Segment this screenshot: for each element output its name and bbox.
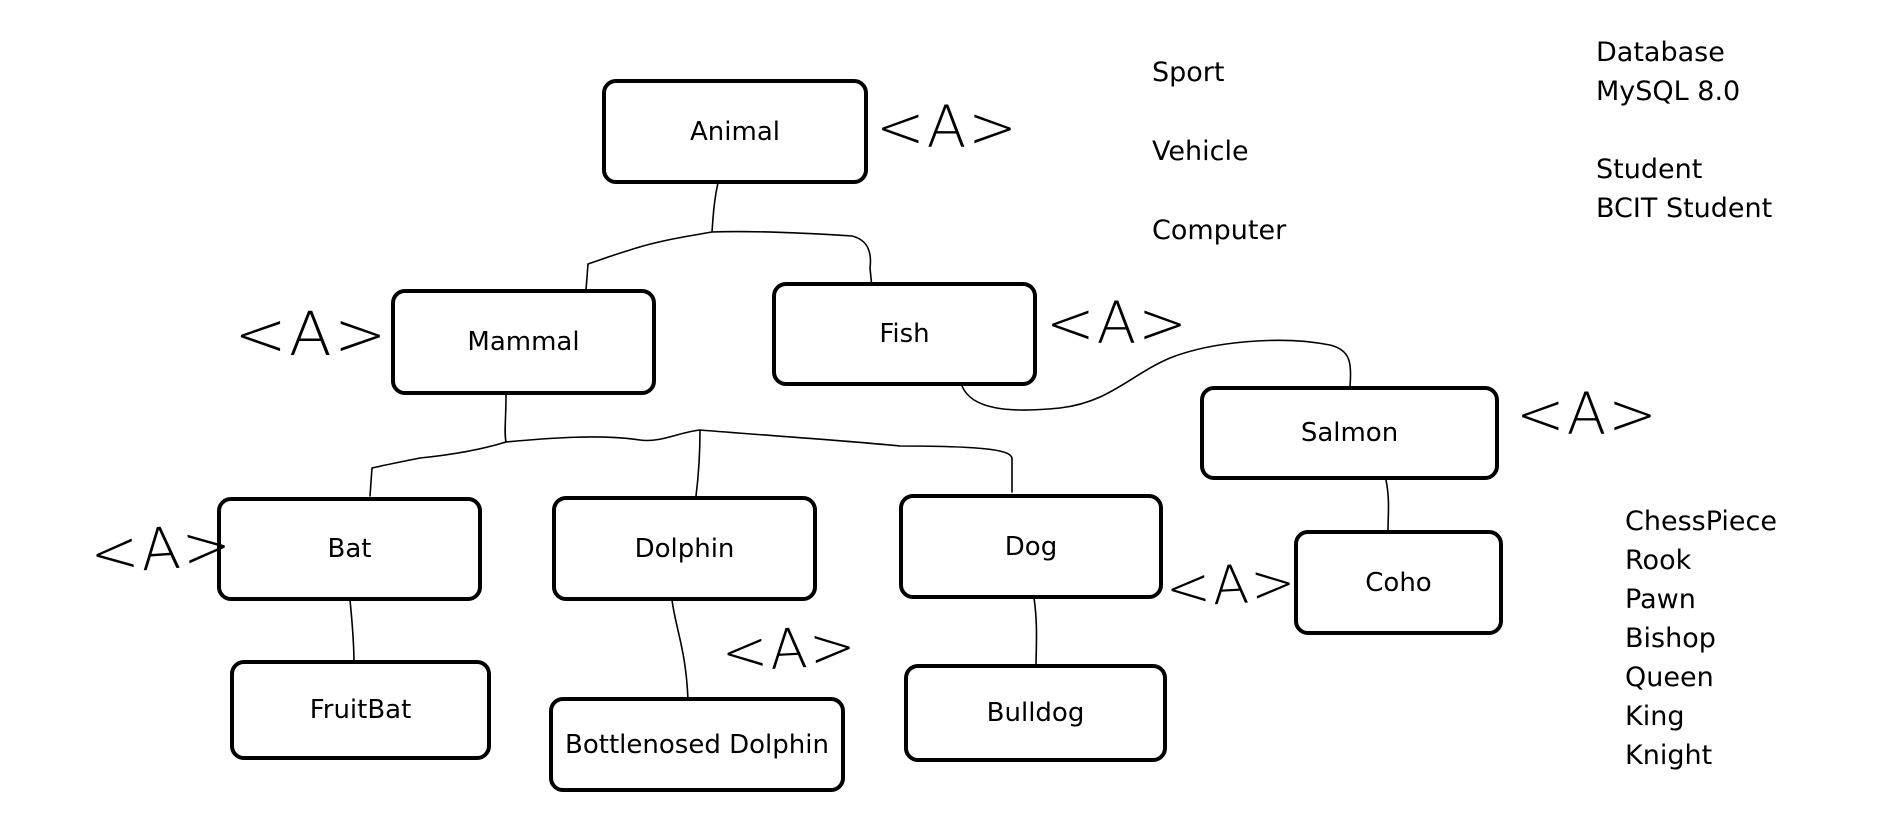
node-label: FruitBat: [309, 695, 412, 725]
connector-mammal-children: [369, 394, 1013, 497]
connector-dog-bulldog: [1033, 597, 1038, 669]
connector-fish-salmon: [961, 339, 1352, 411]
node-mammal: Mammal: [391, 289, 656, 395]
node-salmon: Salmon: [1200, 386, 1499, 480]
abstract-marker-salmon: <A>: [1516, 380, 1659, 448]
node-coho: Coho: [1294, 530, 1503, 635]
note-item: Student: [1596, 154, 1703, 185]
node-fruitbat: FruitBat: [230, 660, 491, 760]
node-label: Dolphin: [634, 533, 735, 564]
connector-salmon-coho: [1385, 479, 1390, 531]
node-label: Coho: [1365, 567, 1432, 598]
node-fish: Fish: [772, 282, 1037, 386]
note-item: [1596, 111, 1772, 150]
note-item: Sport: [1152, 57, 1225, 88]
node-dog: Dog: [899, 494, 1163, 599]
abstract-marker-mammal: <A>: [234, 298, 389, 370]
node-bat: Bat: [217, 497, 482, 601]
node-bottlenosed-dolphin: Bottlenosed Dolphin: [549, 697, 845, 792]
note-item: BCIT Student: [1596, 193, 1773, 224]
note-item: Vehicle: [1152, 136, 1249, 167]
node-label: Mammal: [467, 327, 580, 357]
abstract-marker-dolphin: <A>: [719, 613, 859, 685]
node-label: Bulldog: [986, 698, 1085, 728]
note-item: Bishop: [1625, 623, 1716, 654]
note-item: Computer: [1152, 215, 1287, 246]
abstract-marker-fish: <A>: [1046, 289, 1189, 357]
connector-bat-fruitbat: [349, 599, 355, 665]
note-item: Pawn: [1625, 584, 1696, 615]
connector-dolphin-bottlenosed: [671, 599, 689, 701]
node-label: Animal: [690, 116, 780, 147]
node-label: Bottlenosed Dolphin: [565, 729, 829, 760]
note-item: ChessPiece: [1625, 506, 1777, 537]
note-item: Knight: [1625, 740, 1713, 771]
chess-note-list: ChessPiece Rook Pawn Bishop Queen King K…: [1625, 502, 1777, 775]
right-note-list: Database MySQL 8.0 Student BCIT Student: [1596, 33, 1772, 228]
middle-note-list: Sport Vehicle Computer: [1152, 33, 1286, 270]
node-label: Bat: [327, 534, 372, 564]
connector-animal-mammal-fish: [585, 182, 873, 291]
note-item: Database: [1596, 37, 1725, 68]
node-label: Salmon: [1300, 418, 1399, 448]
abstract-marker-bat: <A>: [87, 510, 236, 588]
note-item: Queen: [1625, 662, 1714, 693]
node-bulldog: Bulldog: [904, 664, 1167, 762]
node-animal: Animal: [602, 79, 868, 184]
abstract-marker-dog: <A>: [1164, 550, 1299, 620]
node-label: Dog: [1004, 531, 1058, 562]
note-item: Rook: [1625, 545, 1692, 576]
node-dolphin: Dolphin: [552, 496, 817, 601]
node-label: Fish: [879, 319, 930, 349]
note-item: King: [1625, 701, 1685, 732]
abstract-marker-animal: <A>: [876, 93, 1019, 161]
note-item: MySQL 8.0: [1596, 76, 1741, 107]
